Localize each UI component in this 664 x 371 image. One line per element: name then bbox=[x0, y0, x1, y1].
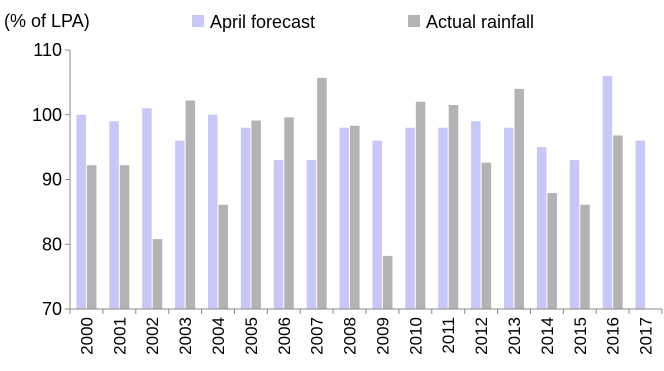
bar-actual-rainfall-2016 bbox=[613, 135, 623, 309]
x-tick-label: 2005 bbox=[242, 317, 261, 355]
bar-actual-rainfall-2004 bbox=[218, 204, 228, 309]
bar-april-forecast-2000 bbox=[76, 114, 86, 309]
bar-april-forecast-2008 bbox=[339, 127, 350, 309]
x-tick-label: 2001 bbox=[110, 317, 129, 355]
bar-actual-rainfall-2010 bbox=[415, 101, 426, 309]
x-tick-label: 2011 bbox=[439, 317, 458, 354]
bar-actual-rainfall-2000 bbox=[86, 165, 97, 309]
bar-april-forecast-2016 bbox=[602, 75, 613, 310]
bar-april-forecast-2002 bbox=[142, 108, 152, 310]
x-tick-label: 2013 bbox=[505, 317, 524, 355]
y-tick-label: 100 bbox=[32, 105, 62, 125]
bar-actual-rainfall-2013 bbox=[514, 88, 524, 309]
bar-april-forecast-2010 bbox=[405, 127, 415, 309]
bar-april-forecast-2007 bbox=[306, 160, 317, 309]
bar-actual-rainfall-2003 bbox=[185, 100, 196, 309]
legend: April forecast Actual rainfall bbox=[192, 12, 534, 32]
x-tick-label: 2007 bbox=[308, 317, 327, 355]
legend-swatch-april-forecast bbox=[192, 15, 204, 27]
bar-actual-rainfall-2005 bbox=[251, 120, 261, 309]
unit-label: (% of LPA) bbox=[4, 11, 90, 31]
bar-actual-rainfall-2002 bbox=[152, 239, 163, 309]
x-tick-label: 2003 bbox=[176, 317, 195, 355]
y-tick-label: 80 bbox=[42, 234, 62, 254]
y-tick-label: 110 bbox=[33, 40, 62, 60]
bar-april-forecast-2003 bbox=[175, 140, 185, 309]
bar-april-forecast-2001 bbox=[109, 121, 119, 309]
x-tick-label: 2016 bbox=[604, 317, 623, 355]
legend-label-april-forecast: April forecast bbox=[210, 12, 315, 32]
x-tick-label: 2000 bbox=[77, 317, 96, 355]
x-axis-ticks: 2000 2001 2002 2003 2004 2005 2006 2007 2008 2009… bbox=[69, 309, 663, 355]
legend-swatch-actual-rainfall bbox=[408, 15, 420, 27]
x-tick-label: 2012 bbox=[472, 317, 491, 355]
bar-april-forecast-2014 bbox=[536, 147, 547, 309]
x-tick-label: 2002 bbox=[143, 317, 162, 355]
bar-actual-rainfall-2006 bbox=[284, 117, 294, 309]
bar-april-forecast-2011 bbox=[438, 127, 448, 309]
y-tick-label: 70 bbox=[42, 299, 62, 319]
x-tick-label: 2014 bbox=[538, 317, 557, 355]
bar-actual-rainfall-2001 bbox=[119, 165, 130, 309]
x-tick-label: 2009 bbox=[373, 317, 392, 355]
bar-actual-rainfall-2015 bbox=[580, 204, 590, 309]
bar-actual-rainfall-2007 bbox=[317, 77, 327, 309]
x-tick-label: 2015 bbox=[571, 317, 590, 355]
bar-april-forecast-2017 bbox=[635, 140, 646, 309]
x-tick-label: 2017 bbox=[637, 317, 656, 355]
bar-april-forecast-2013 bbox=[504, 127, 514, 309]
bar-april-forecast-2009 bbox=[372, 140, 382, 309]
x-tick-label: 2004 bbox=[209, 317, 228, 355]
x-tick-label: 2008 bbox=[341, 317, 360, 355]
bar-actual-rainfall-2014 bbox=[547, 193, 557, 309]
bar-actual-rainfall-2012 bbox=[481, 162, 492, 309]
legend-label-actual-rainfall: Actual rainfall bbox=[426, 12, 534, 32]
bar-actual-rainfall-2008 bbox=[350, 125, 360, 309]
bar-april-forecast-2004 bbox=[208, 114, 218, 309]
bar-april-forecast-2012 bbox=[471, 121, 481, 309]
y-tick-label: 90 bbox=[42, 170, 62, 190]
x-tick-label: 2010 bbox=[406, 317, 425, 355]
bar-april-forecast-2015 bbox=[569, 160, 580, 309]
bar-april-forecast-2005 bbox=[240, 127, 251, 309]
bars bbox=[76, 75, 646, 310]
y-axis-ticks: 70 80 90 100 110 bbox=[32, 40, 70, 319]
bar-actual-rainfall-2011 bbox=[448, 105, 459, 309]
bar-april-forecast-2006 bbox=[273, 160, 284, 309]
x-tick-label: 2006 bbox=[275, 317, 294, 355]
bar-actual-rainfall-2009 bbox=[382, 255, 393, 309]
